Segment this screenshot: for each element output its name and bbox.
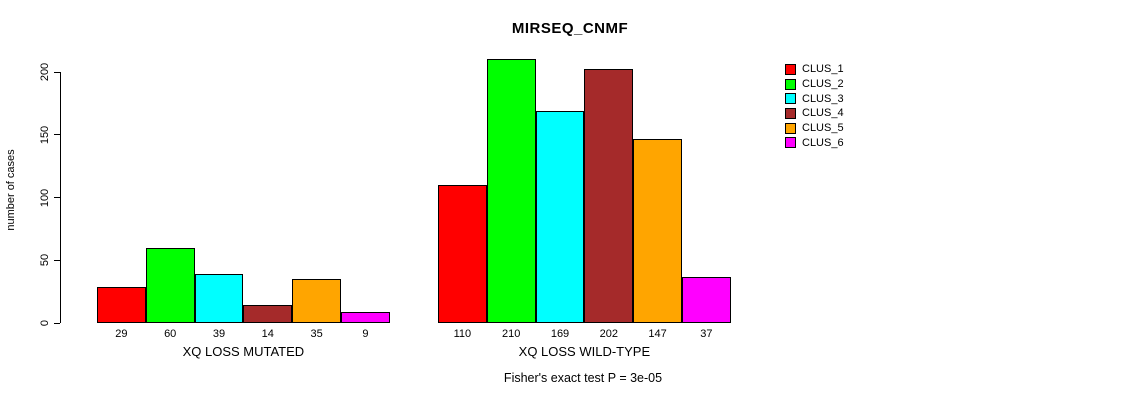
- legend-swatch-icon: [785, 107, 796, 119]
- legend-label: CLUS_2: [802, 78, 844, 91]
- legend-label: CLUS_5: [802, 122, 844, 135]
- bar-value-label: 110: [453, 328, 472, 340]
- legend: CLUS_1 CLUS_2 CLUS_3 CLUS_4 CLUS_5 CLUS_6: [785, 62, 844, 150]
- legend-label: CLUS_1: [802, 63, 844, 76]
- y-axis-tick-label: 200: [39, 62, 51, 82]
- y-axis-tick-label: 100: [39, 188, 51, 207]
- bar-clus_2-group1: [145, 247, 195, 323]
- legend-item-clus_5: CLUS_5: [785, 121, 844, 136]
- y-axis-tick: [54, 259, 60, 261]
- bar-value-label: 169: [550, 328, 570, 340]
- legend-item-clus_1: CLUS_1: [785, 62, 844, 77]
- bar-value-label: 9: [362, 328, 369, 340]
- bar-value-label: 39: [212, 328, 226, 340]
- legend-swatch-icon: [785, 122, 796, 134]
- legend-item-clus_4: CLUS_4: [785, 106, 844, 121]
- bar-value-label: 14: [261, 328, 274, 340]
- y-axis-tick: [54, 134, 60, 136]
- bar-value-label: 60: [164, 328, 177, 340]
- legend-label: CLUS_6: [802, 136, 844, 149]
- bar-clus_6-group2: [682, 276, 731, 323]
- bar-clus_3-group2: [535, 110, 585, 323]
- bar-value-label: 210: [502, 328, 521, 340]
- bar-clus_3-group1: [194, 274, 244, 323]
- chart-title: MIRSEQ_CNMF: [511, 20, 629, 37]
- bar-clus_1-group2: [438, 184, 487, 323]
- y-axis-tick: [54, 322, 60, 324]
- y-axis-line: [60, 72, 61, 323]
- bar-clus_4-group2: [584, 69, 634, 323]
- legend-swatch-icon: [785, 93, 796, 105]
- legend-swatch-icon: [785, 78, 796, 90]
- bar-value-label: 37: [700, 328, 713, 340]
- bar-clus_5-group2: [633, 138, 682, 323]
- legend-swatch-icon: [785, 63, 796, 75]
- bar-value-label: 202: [599, 328, 618, 340]
- group-label: XQ LOSS WILD-TYPE: [518, 344, 651, 359]
- y-axis-tick: [54, 71, 60, 73]
- legend-label: CLUS_4: [802, 107, 844, 120]
- y-axis-tick-label: 0: [39, 319, 51, 327]
- bar-clus_1-group1: [97, 286, 146, 323]
- bar-value-label: 35: [310, 328, 323, 340]
- legend-label: CLUS_3: [802, 92, 844, 105]
- bar-value-label: 147: [648, 328, 667, 340]
- y-axis-tick-label: 150: [39, 125, 51, 144]
- bar-clus_4-group1: [243, 305, 293, 323]
- bar-clus_5-group1: [292, 279, 341, 323]
- y-axis-tick: [54, 197, 60, 198]
- legend-item-clus_2: CLUS_2: [785, 77, 844, 92]
- fisher-test-annotation: Fisher's exact test P = 3e-05: [503, 371, 663, 385]
- bar-clus_2-group2: [486, 59, 536, 323]
- y-axis-label: number of cases: [5, 149, 17, 231]
- y-axis-tick-label: 50: [39, 254, 51, 267]
- legend-swatch-icon: [785, 137, 796, 149]
- group-label: XQ LOSS MUTATED: [182, 344, 305, 359]
- bar-value-label: 29: [115, 328, 128, 340]
- bar-clus_6-group1: [341, 311, 390, 323]
- legend-item-clus_3: CLUS_3: [785, 91, 844, 106]
- legend-item-clus_6: CLUS_6: [785, 135, 844, 150]
